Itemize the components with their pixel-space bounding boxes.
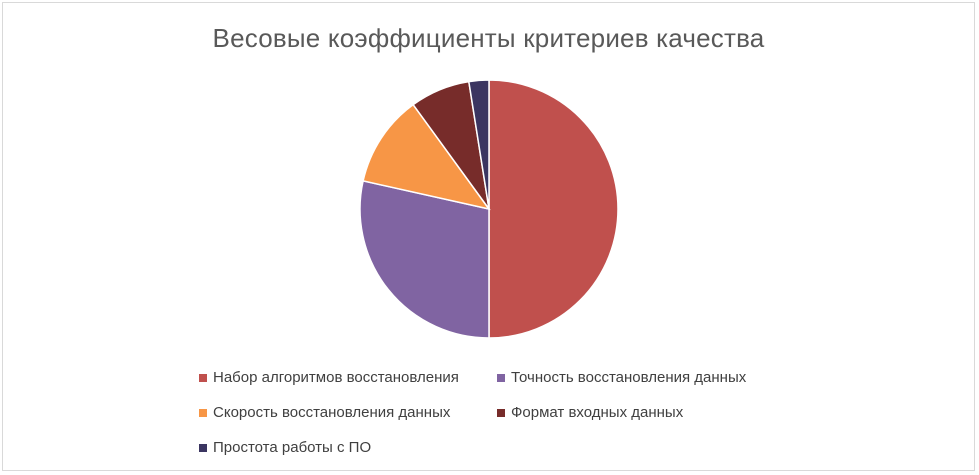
pie-slice-5	[467, 79, 490, 210]
legend-swatch	[199, 443, 207, 452]
pie-slice-3	[362, 103, 491, 211]
pie-slice-1	[488, 79, 619, 339]
legend-label: Простота работы с ПО	[213, 439, 372, 456]
legend-item-2: Точность восстановления данных	[497, 369, 746, 386]
pie-slice-2	[359, 179, 490, 339]
legend-label: Набор алгоритмов восстановления	[213, 369, 459, 386]
legend-item-5: Простота работы с ПО	[199, 439, 371, 456]
legend-label: Формат входных данных	[511, 404, 684, 421]
pie-chart	[359, 79, 619, 339]
chart-title: Весовые коэффициенты критериев качества	[212, 23, 765, 53]
legend-swatch	[497, 373, 505, 382]
legend-swatch	[199, 408, 207, 417]
legend-item-4: Формат входных данных	[497, 404, 683, 421]
legend: Набор алгоритмов восстановления Точность …	[3, 3, 974, 470]
legend-swatch	[199, 373, 207, 382]
legend-item-1: Набор алгоритмов восстановления	[199, 369, 459, 386]
legend-item-3: Скорость восстановления данных	[199, 404, 450, 421]
legend-label: Скорость восстановления данных	[213, 404, 451, 421]
legend-label: Точность восстановления данных	[511, 369, 747, 386]
legend-swatch	[497, 408, 505, 417]
